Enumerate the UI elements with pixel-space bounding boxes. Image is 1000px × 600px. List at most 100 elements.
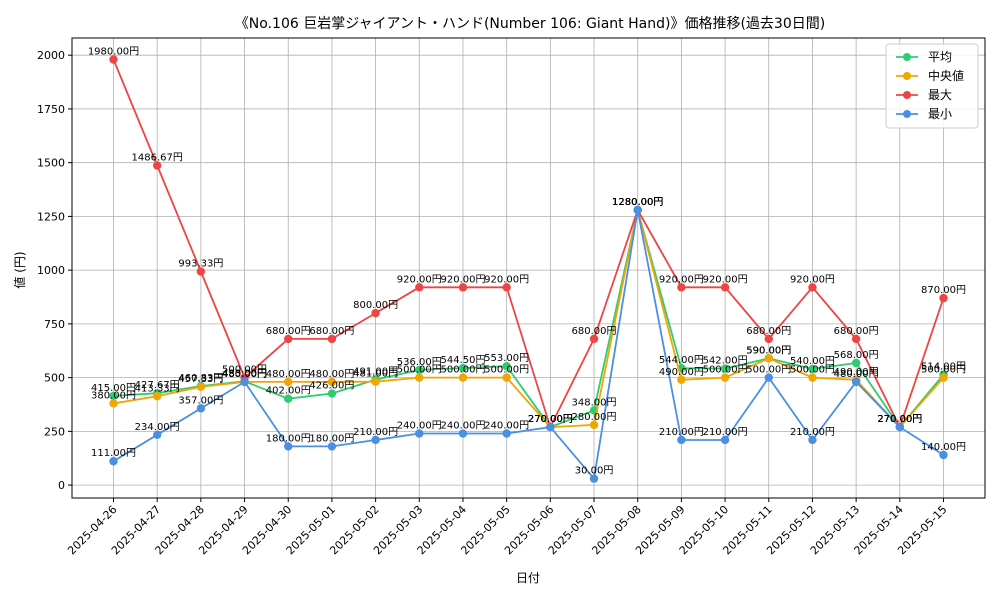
data-point	[851, 358, 861, 368]
data-label: 415.00円	[91, 383, 136, 394]
data-label: 270.00円	[877, 414, 922, 425]
data-point	[677, 283, 686, 292]
data-label: 270.00円	[528, 414, 573, 425]
data-point	[720, 283, 730, 292]
data-point	[502, 283, 511, 292]
data-label: 500.00円	[397, 365, 442, 376]
data-point	[284, 442, 293, 451]
data-label: 483.00円	[222, 368, 267, 379]
data-point	[589, 420, 599, 430]
data-label: 491.00円	[353, 367, 398, 378]
data-point	[415, 365, 424, 375]
data-label: 426.00円	[309, 381, 354, 392]
data-point	[371, 308, 380, 318]
data-label: 870.00円	[921, 285, 966, 296]
y-tick-label: 500	[44, 372, 65, 385]
data-label: 500.00円	[790, 365, 835, 376]
data-point	[240, 377, 249, 387]
legend-label: 中央値	[928, 68, 964, 83]
data-label: 920.00円	[659, 274, 704, 285]
data-label: 402.00円	[266, 386, 311, 397]
data-point	[677, 435, 686, 445]
data-point	[808, 373, 817, 382]
data-label: 680.00円	[572, 326, 617, 337]
data-label: 427.67円	[135, 380, 180, 391]
y-tick-label: 0	[58, 479, 65, 492]
data-label: 270.00円	[877, 414, 922, 425]
axes: 0250500750100012501500175020002025-04-26…	[37, 37, 986, 557]
data-point	[109, 399, 118, 408]
data-label: 481.00円	[353, 369, 398, 380]
data-label: 270.00円	[877, 414, 922, 425]
y-tick-label: 1750	[37, 103, 65, 116]
data-point	[939, 293, 948, 303]
data-label: 490.00円	[659, 367, 704, 378]
data-label: 920.00円	[484, 274, 529, 285]
legend-marker	[903, 91, 911, 99]
data-point	[720, 373, 730, 382]
data-point	[458, 429, 468, 438]
data-point	[764, 334, 773, 344]
data-point	[764, 354, 773, 363]
data-point	[589, 474, 599, 483]
data-label: 30.00円	[575, 466, 614, 477]
data-label: 234.00円	[135, 422, 180, 433]
data-label: 500.00円	[440, 365, 485, 376]
data-point	[152, 392, 162, 401]
data-label: 500.00円	[746, 365, 791, 376]
data-point	[851, 377, 861, 387]
data-label: 240.00円	[440, 421, 485, 432]
data-label: 490.00円	[834, 367, 879, 378]
data-label: 590.00円	[746, 345, 791, 356]
data-label: 480.00円	[834, 369, 879, 380]
data-point	[109, 457, 118, 466]
data-label: 1280.00円	[612, 197, 663, 208]
series-line-0	[113, 209, 945, 429]
legend-label: 平均	[928, 50, 952, 64]
data-label: 460.83円	[178, 373, 223, 384]
data-point	[633, 205, 642, 215]
y-tick-label: 1250	[37, 210, 65, 223]
data-point	[196, 382, 206, 391]
data-point	[109, 55, 118, 64]
plot-frame	[71, 37, 986, 499]
data-label: 1486.67円	[132, 153, 183, 164]
data-label: 413.33円	[135, 383, 180, 394]
data-label: 544.00円	[659, 355, 704, 366]
data-label: 270.00円	[528, 414, 573, 425]
data-label: 500.00円	[484, 365, 529, 376]
data-label: 500.00円	[921, 365, 966, 376]
data-label: 357.00円	[178, 395, 223, 406]
data-point	[895, 422, 905, 432]
x-axis-label: 日付	[516, 571, 540, 585]
data-point	[458, 373, 468, 382]
y-axis-label: 値 (円)	[12, 251, 27, 288]
data-label: 920.00円	[790, 274, 835, 285]
data-point	[764, 373, 773, 382]
data-point	[415, 429, 424, 438]
chart-title: 《No.106 巨岩掌ジャイアント・ハンド(Number 106: Giant …	[235, 16, 825, 32]
data-point	[939, 373, 948, 382]
data-label: 536.00円	[397, 357, 442, 368]
y-tick-label: 750	[44, 318, 65, 331]
data-label: 210.00円	[703, 427, 748, 438]
series-line-2	[112, 59, 945, 430]
data-point	[502, 429, 511, 438]
data-label: 480.00円	[266, 369, 311, 380]
data-label: 457.33円	[178, 374, 223, 385]
data-label: 553.00円	[484, 353, 529, 364]
y-tick-label: 2000	[37, 49, 65, 62]
grid	[72, 38, 985, 498]
data-point	[720, 364, 730, 373]
legend-marker	[903, 53, 911, 61]
data-point	[546, 422, 555, 432]
data-label: 1280.00円	[612, 197, 663, 208]
data-label: 568.00円	[834, 350, 879, 361]
data-label: 500.00円	[703, 365, 748, 376]
data-label: 240.00円	[484, 421, 529, 432]
data-label: 480.00円	[222, 369, 267, 380]
data-label: 680.00円	[834, 326, 879, 337]
